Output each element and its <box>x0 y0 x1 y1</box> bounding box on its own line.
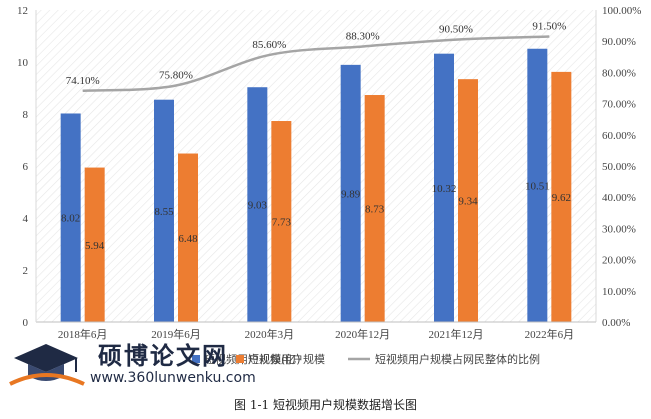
bar-series-2 <box>84 167 105 322</box>
watermark: 硕博论文网 www.360lunwenku.com <box>6 336 256 396</box>
y-tick-label: 2 <box>23 265 29 277</box>
bar-label-series-2: 7.73 <box>272 217 292 229</box>
bar-label-series-1: 8.02 <box>61 213 80 225</box>
watermark-title: 硕博论文网 <box>98 342 228 370</box>
bar-series-1 <box>340 64 361 323</box>
y2-tick-label: 90.00% <box>602 36 636 48</box>
graduation-cap-icon <box>9 344 85 386</box>
x-tick-label: 2022年6月 <box>525 327 575 341</box>
y2-tick-label: 10.00% <box>602 286 636 298</box>
x-tick-label: 2020年3月 <box>245 327 295 341</box>
legend-label-series-1: 短视频用户规模(亿) <box>204 352 301 366</box>
bar-series-1 <box>434 53 454 323</box>
bar-series-2 <box>364 95 385 323</box>
y-tick-label: 10 <box>17 57 29 69</box>
watermark-url: www.360lunwenku.com <box>90 370 256 386</box>
line-series <box>82 35 550 93</box>
y-tick-label: 4 <box>23 213 29 225</box>
y-tick-label: 6 <box>23 161 29 173</box>
plot-area-background <box>36 10 596 322</box>
y-tick-label: 0 <box>23 317 29 329</box>
bar-label-series-2: 9.62 <box>552 192 571 204</box>
line-point-label: 74.10% <box>66 75 100 87</box>
y2-tick-label: 40.00% <box>602 192 636 204</box>
y2-tick-label: 60.00% <box>602 130 636 142</box>
line-point-label: 90.50% <box>439 24 473 36</box>
bar-series-1 <box>247 87 268 322</box>
bar-label-series-1: 9.03 <box>248 200 268 212</box>
legend-swatch-series-1 <box>192 355 200 363</box>
line-point-label: 75.80% <box>159 70 193 82</box>
legend-label-series-2: 短视频用户规模 <box>248 352 325 366</box>
y2-tick-label: 50.00% <box>602 161 636 173</box>
bar-series-2 <box>551 71 572 322</box>
bar-label-series-2: 9.34 <box>458 196 478 208</box>
line-point-label: 85.60% <box>252 39 286 51</box>
bar-label-series-2: 8.73 <box>365 204 385 216</box>
y2-tick-label: 30.00% <box>602 223 636 235</box>
x-tick-label: 2020年12月 <box>335 327 390 341</box>
line-point-label: 88.30% <box>346 31 380 43</box>
legend-swatch-series-2 <box>236 355 244 363</box>
bar-label-series-1: 8.55 <box>154 206 174 218</box>
bar-label-series-1: 9.89 <box>341 188 361 200</box>
y2-tick-label: 20.00% <box>602 255 636 267</box>
bar-label-series-2: 5.94 <box>85 240 105 252</box>
y-tick-label: 8 <box>23 109 29 121</box>
y2-tick-label: 0.00% <box>602 317 630 329</box>
x-tick-label: 2018年6月 <box>58 327 108 341</box>
x-tick-label: 2019年6月 <box>151 327 201 341</box>
bar-series-1 <box>154 99 174 322</box>
bar-series-1 <box>60 113 81 322</box>
figure-caption: 图 1-1 短视频用户规模数据增长图 <box>234 398 417 412</box>
y2-tick-label: 70.00% <box>602 99 636 111</box>
bar-series-2 <box>178 153 198 322</box>
y-tick-label: 12 <box>17 5 28 17</box>
bar-label-series-2: 6.48 <box>178 233 198 245</box>
bar-series-1 <box>527 48 548 323</box>
legend-label-line: 短视频用户规模占网民整体的比例 <box>375 352 540 366</box>
line-point-label: 91.50% <box>532 21 566 33</box>
bar-series-2 <box>458 79 478 322</box>
y2-tick-label: 80.00% <box>602 67 636 79</box>
bar-label-series-1: 10.32 <box>432 183 457 195</box>
bar-label-series-1: 10.51 <box>525 180 550 192</box>
bar-series-2 <box>271 121 292 323</box>
x-tick-label: 2021年12月 <box>429 327 484 341</box>
y2-tick-label: 100.00% <box>602 5 641 17</box>
